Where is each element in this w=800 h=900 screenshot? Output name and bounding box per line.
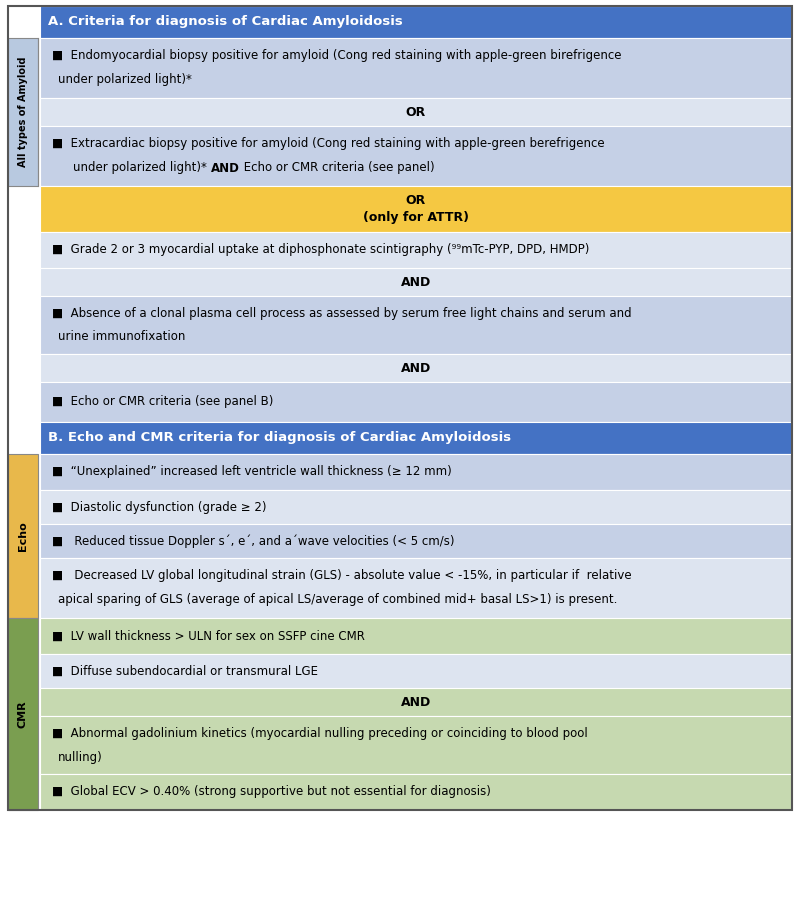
Bar [40,232,792,268]
Text: ■  Grade 2 or 3 myocardial uptake at diphosphonate scintigraphy (⁹⁹mTc-PYP, DPD,: ■ Grade 2 or 3 myocardial uptake at diph… [52,244,590,256]
Bar [40,98,792,126]
Text: AND: AND [401,275,431,289]
Bar [40,268,792,296]
Text: ■  “Unexplained” increased left ventricle wall thickness (≥ 12 mm): ■ “Unexplained” increased left ventricle… [52,465,452,479]
Text: ■  Absence of a clonal plasma cell process as assessed by serum free light chain: ■ Absence of a clonal plasma cell proces… [52,307,632,320]
Bar [40,618,792,654]
Text: Echo: Echo [18,521,28,551]
Text: ■  Echo or CMR criteria (see panel B): ■ Echo or CMR criteria (see panel B) [52,395,274,409]
Text: ■  Abnormal gadolinium kinetics (myocardial nulling preceding or coinciding to b: ■ Abnormal gadolinium kinetics (myocardi… [52,726,588,740]
Text: ■  Endomyocardial biopsy positive for amyloid (Cong red staining with apple-gree: ■ Endomyocardial biopsy positive for amy… [52,50,622,62]
Text: AND: AND [401,362,431,374]
Text: ■  LV wall thickness > ULN for sex on SSFP cine CMR: ■ LV wall thickness > ULN for sex on SSF… [52,629,365,643]
Bar [40,126,792,186]
Bar [40,296,792,354]
Text: All types of Amyloid: All types of Amyloid [18,57,28,167]
Bar [40,186,792,232]
Text: urine immunofixation: urine immunofixation [58,330,186,344]
Bar [40,716,792,774]
Bar [8,38,38,186]
Bar [40,558,792,618]
Bar [40,524,792,558]
Bar [40,382,792,422]
Bar [40,774,792,810]
Text: ■   Decreased LV global longitudinal strain (GLS) - absolute value < -15%, in pa: ■ Decreased LV global longitudinal strai… [52,570,632,582]
Text: ■  Diffuse subendocardial or transmural LGE: ■ Diffuse subendocardial or transmural L… [52,664,318,678]
Text: CMR: CMR [18,700,28,728]
Text: Echo or CMR criteria (see panel): Echo or CMR criteria (see panel) [239,161,434,175]
Text: apical sparing of GLS (average of apical LS/average of combined mid+ basal LS>1): apical sparing of GLS (average of apical… [58,593,618,607]
Text: (only for ATTR): (only for ATTR) [363,211,469,223]
Text: under polarized light)*: under polarized light)* [58,74,192,86]
Bar [8,618,38,810]
Bar [40,688,792,716]
Bar [8,6,792,810]
Text: nulling): nulling) [58,751,102,763]
Text: AND: AND [210,161,239,175]
Bar [40,490,792,524]
Text: OR: OR [406,105,426,119]
Text: A. Criteria for diagnosis of Cardiac Amyloidosis: A. Criteria for diagnosis of Cardiac Amy… [48,15,402,29]
Text: ■  Global ECV > 0.40% (strong supportive but not essential for diagnosis): ■ Global ECV > 0.40% (strong supportive … [52,786,491,798]
Text: AND: AND [401,696,431,708]
Text: B. Echo and CMR criteria for diagnosis of Cardiac Amyloidosis: B. Echo and CMR criteria for diagnosis o… [48,431,511,445]
Bar [40,6,792,38]
Bar [40,422,792,454]
Text: ■  Extracardiac biopsy positive for amyloid (Cong red staining with apple-green : ■ Extracardiac biopsy positive for amylo… [52,138,605,150]
Text: OR: OR [406,194,426,208]
Text: ■  Diastolic dysfunction (grade ≥ 2): ■ Diastolic dysfunction (grade ≥ 2) [52,500,266,514]
Bar [40,354,792,382]
Text: ■   Reduced tissue Doppler s´, e´, and a´wave velocities (< 5 cm/s): ■ Reduced tissue Doppler s´, e´, and a´w… [52,535,454,548]
Bar [8,454,38,618]
Bar [40,654,792,688]
Bar [40,38,792,98]
Text: under polarized light)*: under polarized light)* [58,161,210,175]
Bar [40,454,792,490]
